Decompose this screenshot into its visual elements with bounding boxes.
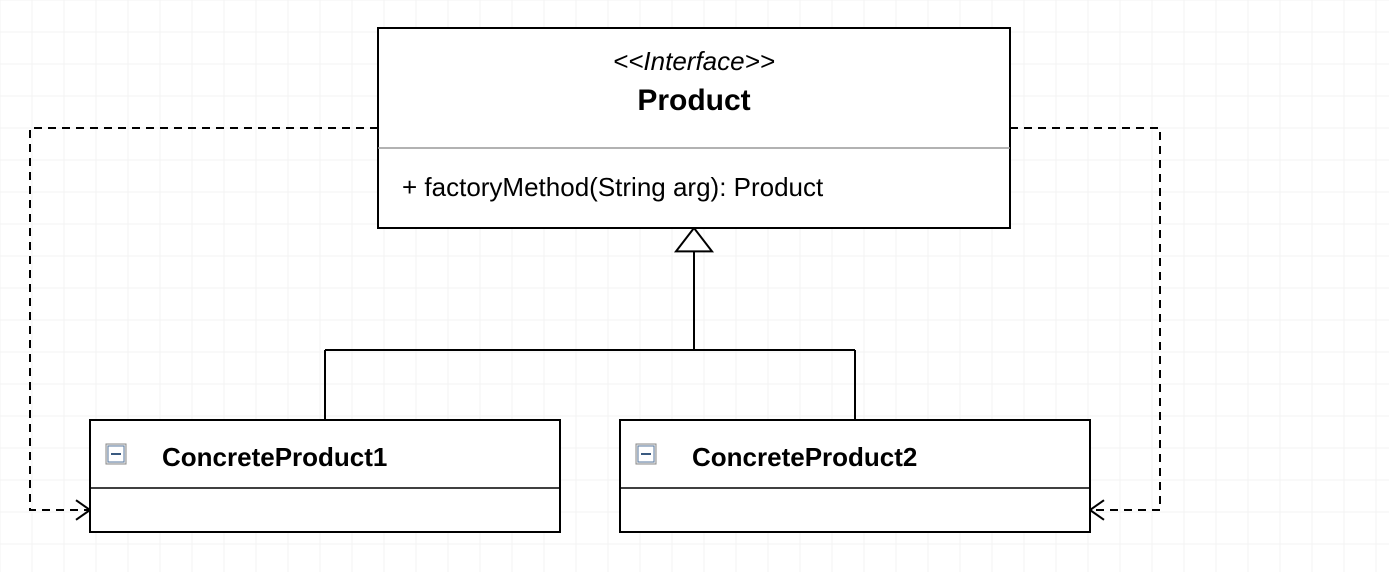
uml-diagram: <<Interface>> Product + factoryMethod(Stri… bbox=[0, 0, 1389, 572]
stereotype-label: <<Interface>> bbox=[613, 46, 775, 76]
class-title: ConcreteProduct1 bbox=[162, 442, 387, 472]
class-cp1: ConcreteProduct1 bbox=[90, 420, 560, 532]
class-title: Product bbox=[637, 84, 750, 117]
class-cp2: ConcreteProduct2 bbox=[620, 420, 1090, 532]
collapse-icon[interactable] bbox=[106, 444, 126, 464]
class-title: ConcreteProduct2 bbox=[692, 442, 917, 472]
method-text: + factoryMethod(String arg): Product bbox=[402, 172, 824, 202]
collapse-icon[interactable] bbox=[636, 444, 656, 464]
interface-product: <<Interface>> Product + factoryMethod(Stri… bbox=[378, 28, 1010, 228]
generalization-edge bbox=[325, 228, 855, 420]
